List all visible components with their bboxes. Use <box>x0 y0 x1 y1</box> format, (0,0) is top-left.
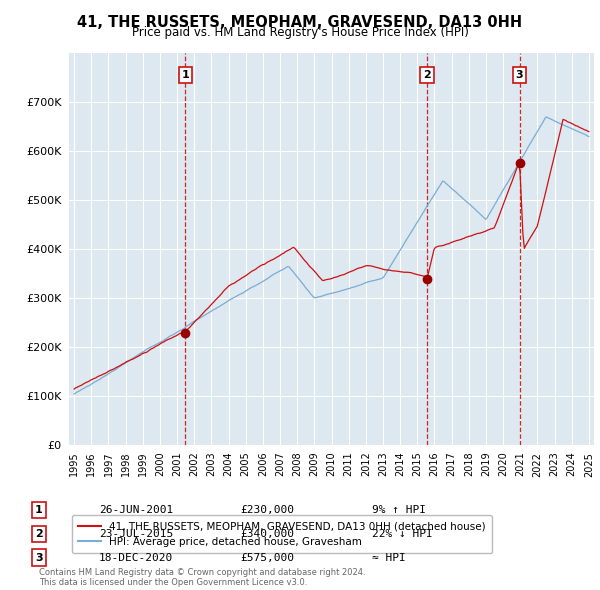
Text: 9% ↑ HPI: 9% ↑ HPI <box>372 506 426 515</box>
Text: 3: 3 <box>35 553 43 562</box>
Text: 26-JUN-2001: 26-JUN-2001 <box>99 506 173 515</box>
Legend: 41, THE RUSSETS, MEOPHAM, GRAVESEND, DA13 0HH (detached house), HPI: Average pri: 41, THE RUSSETS, MEOPHAM, GRAVESEND, DA1… <box>71 516 492 553</box>
Text: 1: 1 <box>182 70 190 80</box>
Text: 23-JUL-2015: 23-JUL-2015 <box>99 529 173 539</box>
Text: 2: 2 <box>35 529 43 539</box>
Text: £230,000: £230,000 <box>240 506 294 515</box>
Text: ≈ HPI: ≈ HPI <box>372 553 406 562</box>
Text: 1: 1 <box>35 506 43 515</box>
Text: 22% ↓ HPI: 22% ↓ HPI <box>372 529 433 539</box>
Text: £340,000: £340,000 <box>240 529 294 539</box>
Text: This data is licensed under the Open Government Licence v3.0.: This data is licensed under the Open Gov… <box>39 578 307 587</box>
Text: 18-DEC-2020: 18-DEC-2020 <box>99 553 173 562</box>
Text: £575,000: £575,000 <box>240 553 294 562</box>
Text: Price paid vs. HM Land Registry's House Price Index (HPI): Price paid vs. HM Land Registry's House … <box>131 26 469 39</box>
Text: 41, THE RUSSETS, MEOPHAM, GRAVESEND, DA13 0HH: 41, THE RUSSETS, MEOPHAM, GRAVESEND, DA1… <box>77 15 523 30</box>
Text: 2: 2 <box>423 70 431 80</box>
Text: 3: 3 <box>516 70 523 80</box>
Text: Contains HM Land Registry data © Crown copyright and database right 2024.: Contains HM Land Registry data © Crown c… <box>39 568 365 577</box>
